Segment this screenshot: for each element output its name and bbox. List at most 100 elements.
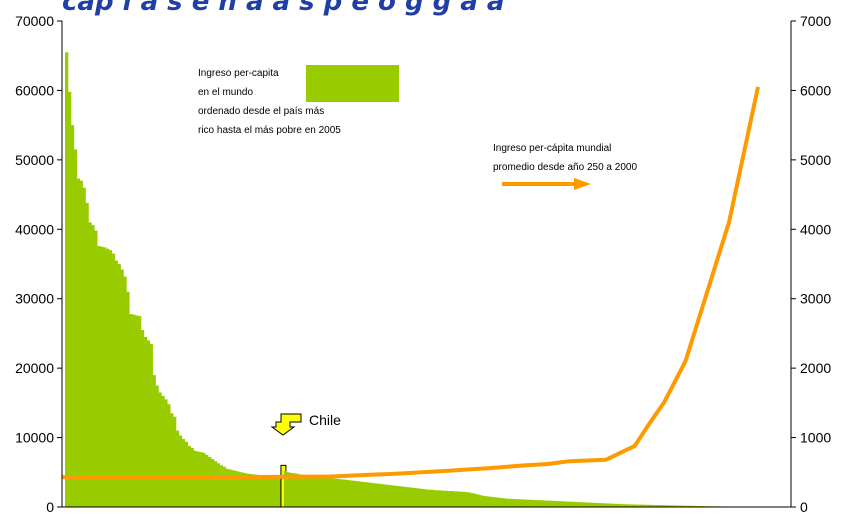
left-tick-label: 70000 bbox=[15, 13, 54, 29]
income-bar bbox=[435, 490, 439, 507]
income-bar bbox=[558, 501, 562, 507]
income-bar bbox=[669, 505, 673, 507]
left-tick-label: 0 bbox=[46, 499, 54, 515]
income-bar bbox=[167, 404, 171, 507]
income-bar bbox=[377, 483, 381, 507]
income-bar bbox=[97, 245, 101, 507]
income-bar bbox=[397, 486, 402, 507]
income-bar bbox=[257, 475, 261, 507]
income-bar bbox=[415, 488, 419, 507]
income-bar bbox=[494, 497, 498, 507]
income-bar bbox=[140, 329, 145, 507]
income-bar bbox=[456, 491, 460, 507]
income-bar bbox=[351, 480, 355, 507]
income-bar bbox=[362, 482, 366, 507]
income-bar bbox=[321, 477, 326, 507]
right-tick-label: 1000 bbox=[800, 430, 831, 446]
income-bar bbox=[120, 269, 124, 507]
income-bar bbox=[208, 457, 212, 507]
income-bar bbox=[461, 491, 466, 507]
income-bar bbox=[555, 501, 559, 507]
income-bar bbox=[70, 125, 75, 507]
income-bar bbox=[561, 501, 565, 507]
income-bar bbox=[642, 504, 647, 507]
income-bar bbox=[91, 225, 95, 507]
income-bar bbox=[467, 492, 472, 507]
income-bar bbox=[380, 484, 384, 507]
line-legend-line-1: Ingreso per-cápita mundial bbox=[493, 143, 611, 154]
income-bar bbox=[318, 476, 323, 507]
income-bar bbox=[292, 473, 296, 507]
income-bar bbox=[286, 472, 291, 507]
income-bar bbox=[283, 470, 288, 507]
income-bar bbox=[272, 476, 276, 507]
income-bar bbox=[231, 470, 235, 507]
income-bar bbox=[79, 180, 83, 507]
income-bar bbox=[406, 487, 410, 507]
income-bar bbox=[677, 505, 682, 507]
income-bar bbox=[613, 503, 617, 507]
bars-legend-line-3: ordenado desde el país más bbox=[198, 106, 324, 117]
income-bar bbox=[243, 472, 247, 507]
income-bar bbox=[219, 465, 223, 507]
income-bar bbox=[438, 490, 442, 507]
left-tick-label: 60000 bbox=[15, 82, 54, 98]
income-bar bbox=[240, 472, 244, 507]
income-bar bbox=[491, 496, 495, 507]
income-bar bbox=[164, 399, 168, 507]
income-bar bbox=[526, 499, 530, 507]
income-bar bbox=[464, 492, 469, 507]
income-bar bbox=[278, 477, 282, 507]
income-bar bbox=[552, 500, 556, 507]
income-bar bbox=[578, 502, 582, 507]
income-bar bbox=[129, 313, 133, 507]
bars-legend-line-2: en el mundo bbox=[198, 87, 253, 98]
income-bar bbox=[313, 476, 317, 507]
income-bar bbox=[479, 495, 483, 507]
income-bar bbox=[441, 490, 445, 507]
income-bar bbox=[686, 505, 690, 507]
income-bar bbox=[601, 503, 606, 507]
bars-layer bbox=[65, 52, 769, 508]
income-bar bbox=[383, 484, 387, 507]
income-bar bbox=[315, 476, 320, 507]
left-tick-label: 30000 bbox=[15, 291, 54, 307]
income-bar bbox=[654, 504, 658, 507]
income-bar bbox=[639, 504, 644, 507]
income-bar bbox=[499, 497, 504, 507]
income-bar bbox=[342, 479, 346, 507]
income-bar bbox=[266, 476, 270, 507]
income-bar bbox=[114, 260, 118, 507]
income-bar bbox=[444, 490, 448, 507]
income-bar bbox=[549, 500, 553, 507]
income-bar bbox=[205, 454, 209, 507]
income-bar bbox=[94, 230, 98, 508]
income-bar bbox=[149, 343, 153, 507]
right-tick-label: 0 bbox=[800, 499, 808, 515]
income-bar bbox=[514, 499, 518, 507]
income-bar bbox=[348, 480, 352, 507]
right-tick-label: 4000 bbox=[800, 221, 831, 237]
income-bar bbox=[651, 504, 655, 507]
income-bar bbox=[695, 505, 699, 507]
income-bar bbox=[111, 253, 116, 507]
income-bar bbox=[432, 489, 437, 507]
bars-legend-line-1: Ingreso per-capita bbox=[198, 68, 279, 79]
income-bar bbox=[245, 473, 250, 507]
income-bar bbox=[529, 499, 533, 507]
income-bar bbox=[418, 488, 422, 507]
chile-arrow-icon bbox=[270, 413, 302, 436]
income-bar bbox=[146, 340, 151, 507]
left-tick-label: 40000 bbox=[15, 221, 54, 237]
right-tick-label: 7000 bbox=[800, 13, 831, 29]
income-bar bbox=[269, 476, 273, 507]
right-tick-label: 5000 bbox=[800, 152, 831, 168]
income-bar bbox=[222, 466, 226, 507]
income-bar bbox=[359, 481, 364, 507]
income-bar bbox=[172, 416, 177, 507]
income-bar bbox=[683, 505, 688, 507]
income-bar bbox=[225, 468, 229, 507]
income-bar bbox=[485, 496, 489, 507]
income-bar bbox=[100, 246, 104, 507]
